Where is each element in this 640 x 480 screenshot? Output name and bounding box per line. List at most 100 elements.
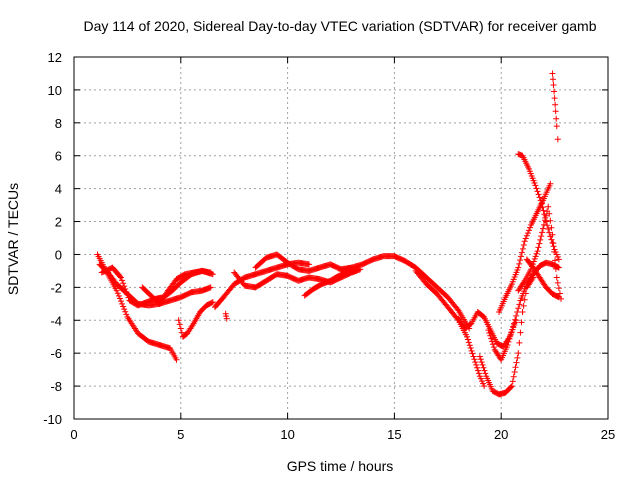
- data-point-arc-e: [208, 299, 215, 306]
- data-point-arc-s: [554, 136, 561, 143]
- data-point-arc-p: [533, 185, 540, 192]
- data-point-arc-a: [117, 298, 124, 305]
- data-point-arc-p: [538, 200, 545, 207]
- data-point-arc-q: [530, 258, 537, 265]
- y-tick-label: -2: [50, 280, 62, 295]
- data-point-arc-c: [117, 274, 124, 281]
- y-axis-label: SDTVAR / TECUs: [5, 183, 21, 295]
- data-point-arc-p: [536, 194, 543, 201]
- data-point-arc-k: [475, 367, 482, 374]
- data-point-arc-n: [516, 301, 523, 308]
- data-point-arc-m: [511, 368, 518, 375]
- data-point-arc-q: [555, 285, 562, 292]
- data-point-arc-q: [553, 274, 560, 281]
- data-point-arc-q: [551, 248, 558, 255]
- data-point-arc-o: [515, 264, 522, 271]
- data-point-arc-n: [512, 316, 519, 323]
- data-point-arc-q: [550, 240, 557, 247]
- data-point-arc-o: [517, 257, 524, 264]
- data-point-arc-o: [547, 180, 554, 187]
- data-point-arc-a: [120, 303, 127, 310]
- data-point-arc-o: [521, 238, 528, 245]
- data-point-arc-n: [488, 335, 495, 342]
- data-point-arc-m: [516, 339, 523, 346]
- data-point-arc-a: [121, 306, 128, 313]
- data-point-arc-q: [541, 217, 548, 224]
- data-point-arc-m: [510, 373, 517, 380]
- data-point-arc-o: [518, 253, 525, 260]
- y-tick-label: 2: [55, 215, 62, 230]
- y-tick-label: 6: [55, 149, 62, 164]
- data-point-arc-a: [122, 308, 129, 315]
- data-point-arc-s: [552, 108, 559, 115]
- data-points: [94, 70, 565, 398]
- data-point-arc-q: [538, 233, 545, 240]
- data-point-arc-p: [540, 207, 547, 214]
- data-point-arc-n: [505, 338, 512, 345]
- data-point-arc-n: [504, 341, 511, 348]
- data-point-arc-c: [124, 291, 131, 298]
- data-point-arc-n: [509, 326, 516, 333]
- data-point-arc-k: [465, 339, 472, 346]
- data-point-arc-a: [119, 300, 126, 307]
- data-point-arc-q: [520, 279, 527, 286]
- y-tick-label: 0: [55, 247, 62, 262]
- y-tick-labels: -10 -8 -6 -4 -2 0 2 4 6 8 10 12: [43, 50, 62, 427]
- data-point-arc-q: [531, 255, 538, 262]
- data-point-arc-p: [555, 256, 562, 263]
- data-point-arc-n: [506, 335, 513, 342]
- data-point-arc-m: [521, 296, 528, 303]
- data-point-arc-c: [122, 286, 129, 293]
- data-point-arc-m: [513, 359, 520, 366]
- data-point-arc-m: [481, 367, 488, 374]
- data-point-arc-s: [551, 88, 558, 95]
- data-point-arc-q: [552, 265, 559, 272]
- x-tick-label: 25: [601, 427, 615, 442]
- data-point-arc-k: [466, 342, 473, 349]
- data-point-arc-m: [515, 350, 522, 357]
- data-point-arc-o: [522, 235, 529, 242]
- data-point-arc-q: [546, 210, 553, 217]
- data-point-arc-q: [548, 224, 555, 231]
- data-point-arc-p: [545, 225, 552, 232]
- data-point-arc-m: [478, 359, 485, 366]
- data-point-arc-m: [517, 329, 524, 336]
- data-point-arc-s: [553, 123, 560, 130]
- data-point-arc-k: [481, 383, 488, 390]
- data-point-arc-q: [549, 231, 556, 238]
- data-point-arc-k: [475, 370, 482, 377]
- data-point-arc-c: [119, 277, 126, 284]
- data-point-arc-q: [540, 221, 547, 228]
- data-point-arc-s: [550, 81, 557, 88]
- data-point-arc-m: [509, 378, 516, 385]
- y-tick-label: -4: [50, 313, 62, 328]
- data-point-arc-n: [487, 332, 494, 339]
- data-point-arc-o: [523, 232, 530, 239]
- data-point-arc-n: [514, 309, 521, 316]
- data-point-arc-m: [514, 354, 521, 361]
- x-tick-label: 0: [70, 427, 77, 442]
- x-tick-label: 15: [387, 427, 401, 442]
- x-axis-label: GPS time / hours: [287, 458, 394, 474]
- data-point-arc-a: [114, 290, 121, 297]
- data-point-arc-c: [120, 280, 127, 287]
- data-point-arc-q: [533, 250, 540, 257]
- y-tick-label: 12: [48, 50, 62, 65]
- y-tick-label: 4: [55, 182, 62, 197]
- y-tick-label: -8: [50, 379, 62, 394]
- data-point-arc-m: [479, 361, 486, 368]
- data-point-arc-o: [516, 260, 523, 267]
- data-point-arc-s: [551, 95, 558, 102]
- data-point-arc-a: [173, 356, 180, 363]
- data-point-arc-o: [518, 249, 525, 256]
- data-point-arc-s: [549, 76, 556, 83]
- data-point-arc-a: [115, 292, 122, 299]
- data-point-arc-e: [175, 317, 182, 324]
- data-point-arc-a: [113, 287, 120, 294]
- data-point-arc-q: [554, 279, 561, 286]
- data-point-arc-q: [552, 257, 559, 264]
- data-point-arc-o: [524, 230, 531, 237]
- data-point-arc-m: [480, 364, 487, 371]
